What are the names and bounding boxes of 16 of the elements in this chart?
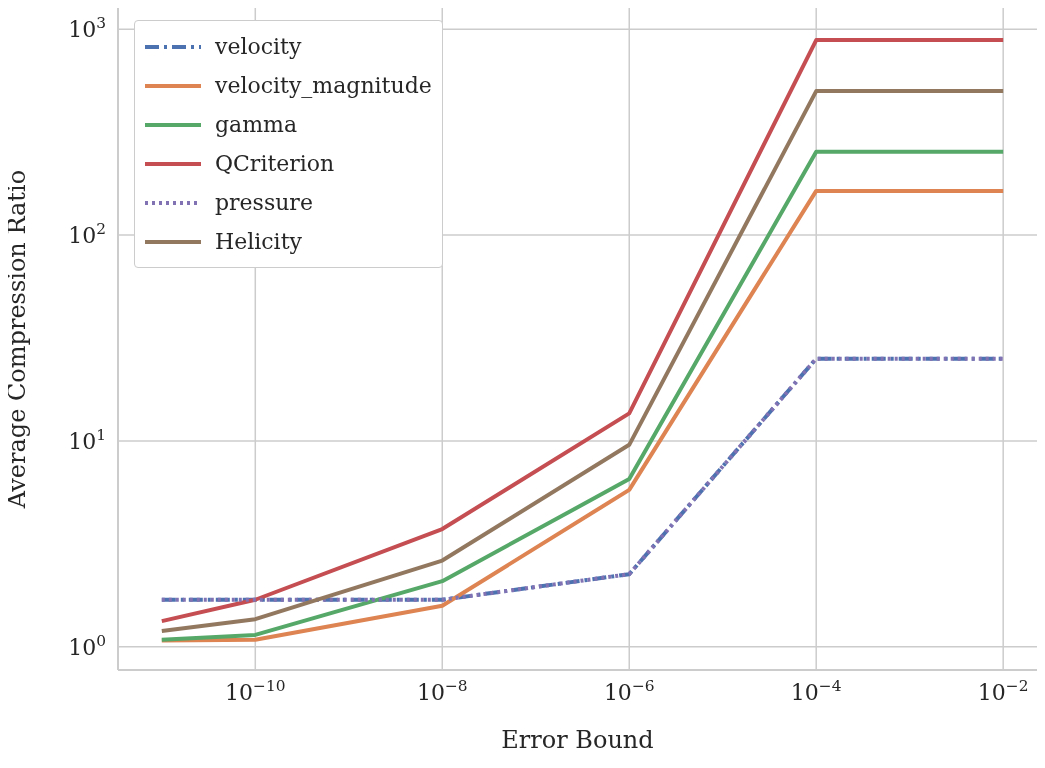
x-tick-label: 10$^{−2}$ (977, 677, 1029, 705)
x-tick-label: 10$^{−4}$ (790, 677, 842, 705)
y-tick-label: 10$^{1}$ (68, 425, 106, 454)
y-tick-label: 10$^{0}$ (68, 631, 106, 660)
x-tick-label: 10$^{−10}$ (225, 677, 286, 705)
legend-label: velocity (215, 34, 302, 59)
legend-label: gamma (215, 112, 298, 137)
x-tick-label: 10$^{−6}$ (603, 677, 655, 705)
legend-label: QCriterion (215, 151, 335, 176)
y-tick-label: 10$^{3}$ (68, 14, 106, 43)
x-tick-label: 10$^{−8}$ (416, 677, 468, 705)
legend-label: Helicity (215, 229, 302, 254)
legend-label: velocity_magnitude (215, 73, 432, 98)
x-axis-title: Error Bound (501, 726, 654, 754)
y-tick-label: 10$^{2}$ (68, 220, 106, 249)
legend-label: pressure (215, 190, 313, 215)
